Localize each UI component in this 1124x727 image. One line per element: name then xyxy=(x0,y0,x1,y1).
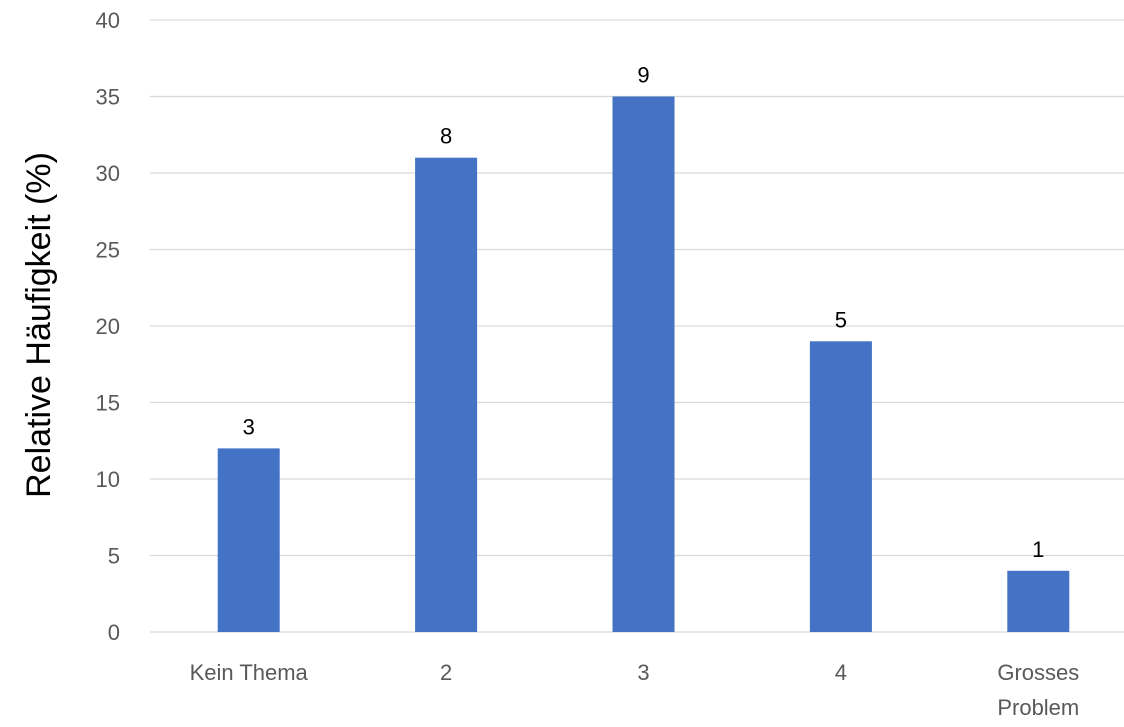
x-tick-label: 2 xyxy=(440,660,452,685)
data-label: 3 xyxy=(243,414,255,439)
x-tick-label-line: 3 xyxy=(637,660,649,685)
x-tick-label: 4 xyxy=(835,660,847,685)
bar xyxy=(415,157,478,632)
data-labels: 3 8 9 5 1 xyxy=(243,63,1045,562)
bar xyxy=(612,96,675,632)
y-tick-label: 35 xyxy=(96,85,120,110)
x-tick-label: Kein Thema xyxy=(190,660,309,685)
data-label: 9 xyxy=(637,63,649,88)
x-tick-label-line: 2 xyxy=(440,660,452,685)
x-tick-label-line: Kein Thema xyxy=(190,660,309,685)
x-axis-ticks: Kein Thema 2 3 4 Grosses Problem xyxy=(190,660,1080,720)
bars xyxy=(217,96,1070,632)
x-tick-label-line: Grosses xyxy=(997,660,1079,685)
bar xyxy=(217,448,280,632)
bar xyxy=(809,341,872,632)
y-axis-ticks: 0 5 10 15 20 25 30 35 40 xyxy=(96,8,120,645)
data-label: 1 xyxy=(1032,537,1044,562)
y-tick-label: 25 xyxy=(96,238,120,263)
x-tick-label-line: Problem xyxy=(997,695,1079,720)
data-label: 5 xyxy=(835,307,847,332)
data-label: 8 xyxy=(440,124,452,149)
bar xyxy=(1007,570,1070,632)
y-tick-label: 0 xyxy=(108,620,120,645)
y-tick-label: 15 xyxy=(96,391,120,416)
x-tick-label-line: 4 xyxy=(835,660,847,685)
x-tick-label: Grosses Problem xyxy=(997,660,1079,720)
y-tick-label: 5 xyxy=(108,544,120,569)
y-tick-label: 10 xyxy=(96,467,120,492)
x-tick-label: 3 xyxy=(637,660,649,685)
y-tick-label: 30 xyxy=(96,161,120,186)
y-axis-title: Relative Häufigkeit (%) xyxy=(20,152,58,498)
y-tick-label: 20 xyxy=(96,314,120,339)
y-tick-label: 40 xyxy=(96,8,120,33)
